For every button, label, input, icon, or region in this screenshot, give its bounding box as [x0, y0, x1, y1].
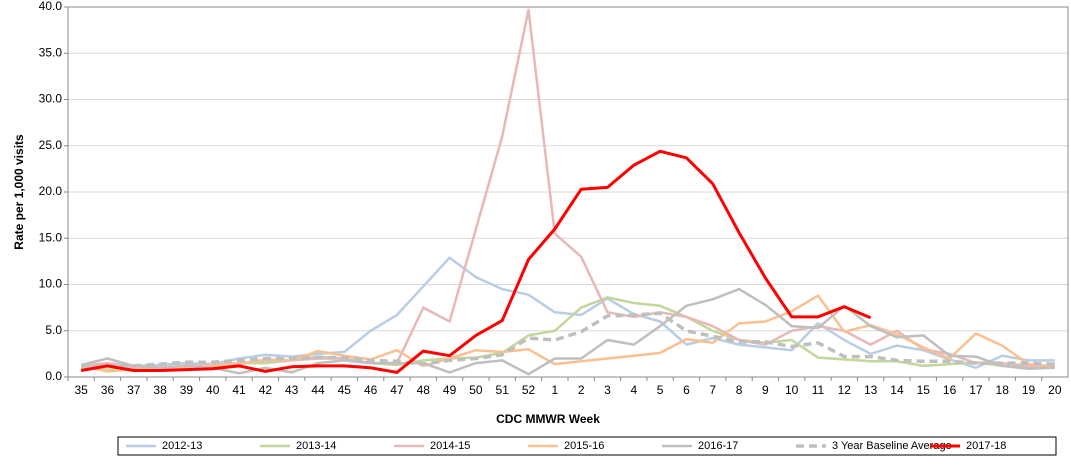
x-tick-label: 50 — [469, 383, 483, 397]
x-tick-label: 7 — [709, 383, 716, 397]
x-tick-label: 4 — [630, 383, 637, 397]
y-tick-label: 0.0 — [45, 369, 62, 383]
x-tick-label: 13 — [864, 383, 878, 397]
x-tick-label: 20 — [1048, 383, 1062, 397]
x-tick-label: 18 — [996, 383, 1010, 397]
x-tick-label: 11 — [812, 383, 825, 397]
x-tick-label: 37 — [127, 383, 141, 397]
x-tick-label: 38 — [153, 383, 167, 397]
x-tick-label: 1 — [551, 383, 558, 397]
x-tick-label: 52 — [522, 383, 536, 397]
x-axis-title: CDC MMWR Week — [496, 412, 600, 426]
x-tick-label: 40 — [206, 383, 220, 397]
x-tick-label: 51 — [496, 383, 510, 397]
legend-label: 2014-15 — [430, 440, 470, 452]
y-tick-label: 5.0 — [45, 323, 62, 337]
x-tick-label: 45 — [338, 383, 352, 397]
legend-box — [117, 436, 1057, 456]
x-tick-label: 47 — [390, 383, 404, 397]
x-tick-label: 5 — [657, 383, 664, 397]
series-line — [80, 294, 1055, 373]
x-tick-label: 17 — [969, 383, 983, 397]
x-tick-label: 35 — [74, 383, 88, 397]
y-tick-label: 35.0 — [39, 45, 63, 59]
y-tick-label: 25.0 — [39, 138, 63, 152]
x-tick-label: 16 — [943, 383, 957, 397]
series-line — [80, 256, 1055, 370]
x-tick-label: 49 — [443, 383, 457, 397]
x-tick-label: 14 — [890, 383, 904, 397]
y-axis-title: Rate per 1,000 visits — [12, 134, 26, 250]
series-line — [80, 149, 872, 374]
x-tick-label: 42 — [259, 383, 273, 397]
x-tick-label: 43 — [285, 383, 299, 397]
x-tick-label: 36 — [101, 383, 115, 397]
y-tick-label: 10.0 — [39, 277, 63, 291]
y-tick-label: 15.0 — [39, 230, 63, 244]
legend-label: 2012-13 — [162, 440, 202, 452]
x-tick-label: 3 — [604, 383, 611, 397]
x-tick-label: 46 — [364, 383, 378, 397]
y-tick-label: 30.0 — [39, 92, 63, 106]
legend-label: 2013-14 — [296, 440, 336, 452]
legend-label: 2015-16 — [564, 440, 604, 452]
series-line — [80, 287, 1055, 376]
legend-label: 2017-18 — [966, 440, 1006, 452]
x-tick-label: 12 — [838, 383, 852, 397]
x-tick-label: 19 — [1022, 383, 1036, 397]
x-tick-label: 15 — [917, 383, 931, 397]
y-tick-label: 20.0 — [39, 184, 63, 198]
x-tick-label: 39 — [180, 383, 194, 397]
x-tick-label: 10 — [785, 383, 799, 397]
x-tick-label: 2 — [578, 383, 585, 397]
x-tick-label: 6 — [683, 383, 690, 397]
x-tick-label: 41 — [232, 383, 246, 397]
x-tick-label: 9 — [762, 383, 769, 397]
x-tick-label: 8 — [736, 383, 743, 397]
x-tick-label: 48 — [417, 383, 431, 397]
legend-label: 2016-17 — [698, 440, 738, 452]
legend-label: 3 Year Baseline Average — [832, 440, 952, 452]
series-line — [81, 311, 1055, 368]
y-tick-label: 40.0 — [39, 0, 63, 13]
x-tick-label: 44 — [311, 383, 325, 397]
